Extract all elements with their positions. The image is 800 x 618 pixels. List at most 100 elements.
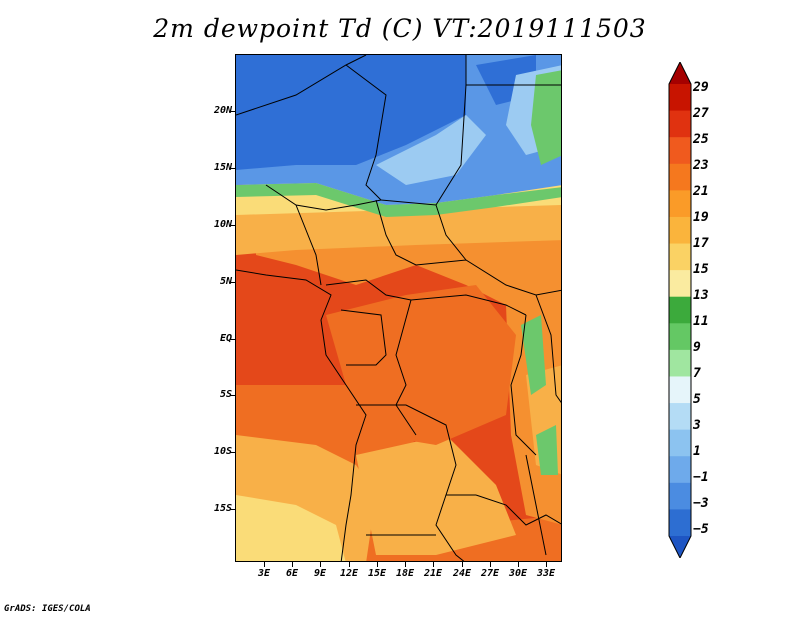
field-light-dry-plume (376, 115, 486, 185)
lat-tick (230, 452, 235, 453)
colorbar-label: 19 (693, 210, 709, 225)
colorbar-label: 29 (693, 80, 709, 95)
field-very-dry-sahara (236, 55, 466, 170)
lat-tick (230, 168, 235, 169)
lat-tick (230, 509, 235, 510)
lat-label-10s: 10S (213, 446, 232, 457)
field-moist-lakes (521, 315, 546, 395)
colorbar-label: −1 (693, 470, 709, 485)
colorbar-segment (669, 243, 691, 271)
lon-tick (264, 562, 265, 567)
colorbar-segment (669, 296, 691, 324)
lon-tick (377, 562, 378, 567)
lon-label-33e: 33E (536, 568, 556, 579)
colorbar-segment (669, 216, 691, 245)
colorbar-segment (669, 163, 691, 191)
colorbar-segment (669, 349, 691, 377)
lon-tick (349, 562, 350, 567)
colorbar-label: 5 (693, 392, 701, 407)
lon-label-24e: 24E (452, 568, 472, 579)
border-west-a (295, 204, 322, 286)
colorbar (668, 62, 692, 558)
lon-tick (546, 562, 547, 567)
colorbar-label: −5 (693, 522, 709, 537)
country-borders (236, 55, 561, 561)
border-southeast (475, 494, 561, 526)
map-title: 2m dewpoint Td (C) VT:2019111503 (153, 14, 647, 43)
field-pale-southwest (236, 495, 346, 561)
credit-text: GrADS: IGES/COLA (4, 604, 91, 614)
dewpoint-map-canvas (236, 55, 561, 561)
lat-label-5n: 5N (219, 276, 232, 287)
colorbar-label: 25 (693, 132, 709, 147)
border-west-b (325, 279, 412, 301)
colorbar-segment (669, 429, 691, 457)
field-light-orange-interior (356, 435, 516, 555)
dewpoint-map (235, 54, 562, 562)
colorbar-segment (669, 110, 691, 138)
colorbar-segment (669, 190, 691, 218)
colorbar-segment (669, 482, 691, 510)
lon-tick (518, 562, 519, 567)
lon-label-3e: 3E (257, 568, 271, 579)
colorbar-label: 11 (693, 314, 709, 329)
lon-label-6e: 6E (285, 568, 299, 579)
lat-label-20n: 20N (213, 105, 232, 116)
lat-tick (230, 395, 235, 396)
border-east-b (525, 454, 547, 556)
border-east-a (535, 294, 561, 404)
border-sahel-b (375, 199, 561, 296)
lat-tick (230, 111, 235, 112)
lat-tick (230, 339, 235, 340)
colorbar-label: 21 (693, 184, 709, 199)
colorbar-bottom-arrow (669, 536, 691, 558)
colorbar-label: 7 (693, 366, 701, 381)
colorbar-label: 27 (693, 106, 709, 121)
lon-tick (462, 562, 463, 567)
border-central-a (340, 309, 387, 366)
colorbar-top-arrow (669, 62, 691, 84)
lat-label-eq: EQ (219, 333, 232, 344)
border-south-a (356, 404, 476, 496)
colorbar-segment (669, 137, 691, 165)
lat-label-10n: 10N (213, 219, 232, 230)
lon-tick (405, 562, 406, 567)
lat-tick (230, 225, 235, 226)
lat-label-15n: 15N (213, 162, 232, 173)
field-moist-band (236, 183, 561, 217)
colorbar-label: 23 (693, 158, 709, 173)
border-north-c (380, 55, 467, 206)
border-south-b (435, 494, 465, 561)
colorbar-segment (669, 84, 691, 112)
field-light-orange-sahel (236, 205, 561, 255)
coastline (236, 269, 367, 561)
colorbar-segment (669, 456, 691, 484)
colorbar-label: 17 (693, 236, 709, 251)
colorbar-label: −3 (693, 496, 709, 511)
border-central-b (395, 299, 417, 436)
lon-label-27e: 27E (480, 568, 500, 579)
colorbar-label: 13 (693, 288, 709, 303)
lon-label-12e: 12E (339, 568, 359, 579)
border-central-c (410, 294, 527, 316)
lat-label-15s: 15S (213, 503, 232, 514)
lat-label-5s: 5S (219, 389, 232, 400)
colorbar-segment (669, 376, 691, 404)
colorbar-outline (668, 62, 692, 558)
border-great-lakes (510, 314, 537, 456)
lon-tick (320, 562, 321, 567)
colorbar-segment (669, 270, 691, 298)
border-sahel-c (435, 204, 467, 261)
border-north-a (236, 55, 367, 116)
lon-label-18e: 18E (395, 568, 415, 579)
lon-tick (292, 562, 293, 567)
field-moist-east-highlands (531, 70, 561, 165)
lon-tick (490, 562, 491, 567)
colorbar-segment (669, 509, 691, 537)
field-moist-southeast (536, 425, 558, 475)
lon-label-30e: 30E (508, 568, 528, 579)
border-sahel-a (265, 184, 382, 211)
colorbar-segments (669, 62, 691, 558)
border-north-b (345, 64, 387, 201)
lon-label-15e: 15E (367, 568, 387, 579)
